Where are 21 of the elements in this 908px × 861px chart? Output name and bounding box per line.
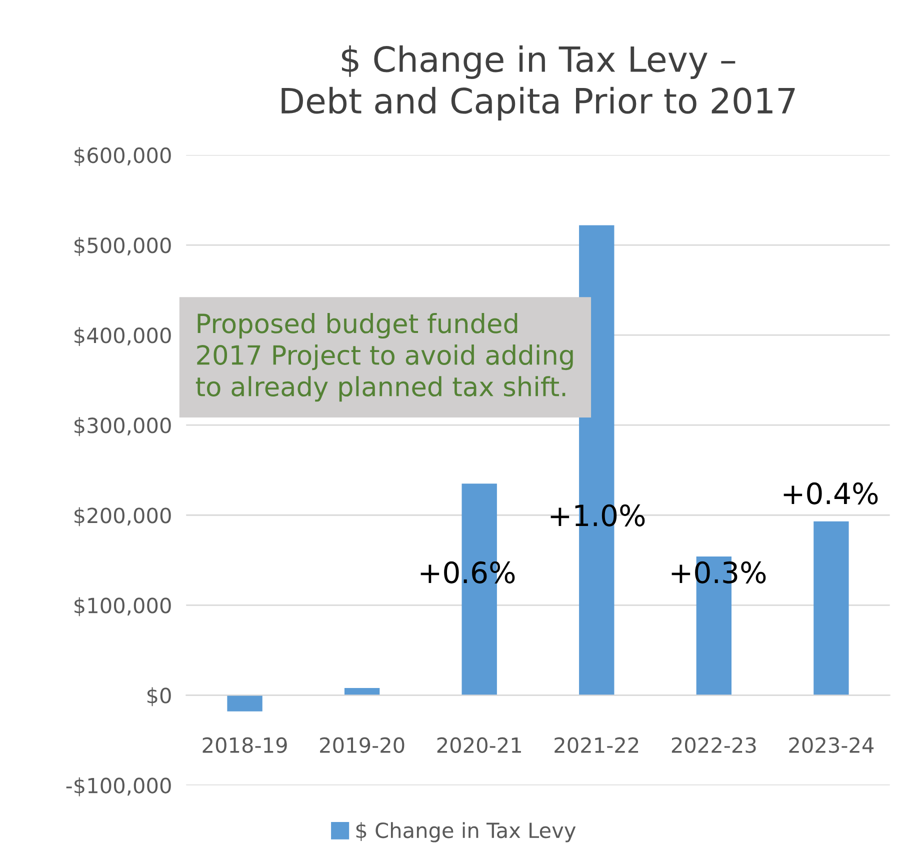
annotation: +0.4% bbox=[784, 482, 878, 504]
y-tick-label: $500,000 bbox=[74, 237, 171, 256]
x-tick-label: 2020-21 bbox=[437, 737, 521, 753]
x-tick-label: 2021-22 bbox=[554, 737, 638, 753]
y-tick-label: $200,000 bbox=[74, 507, 171, 526]
y-tick-label: -$100,000 bbox=[66, 777, 171, 796]
chart-title: $ Change in Tax Levy – Debt and Capita Prior to 2017 bbox=[282, 45, 795, 121]
legend-label: $ Change in Tax Levy bbox=[356, 822, 576, 842]
bar bbox=[344, 688, 380, 696]
annotation: Proposed budget funded 2017 Project to avoid adding to already planned tax shift. bbox=[196, 312, 573, 402]
bar bbox=[814, 521, 849, 696]
x-tick-label: 2019-20 bbox=[320, 737, 404, 753]
y-tick-label: $600,000 bbox=[74, 147, 171, 166]
y-tick-label: $400,000 bbox=[74, 327, 171, 346]
x-tick-label: 2018-19 bbox=[202, 737, 287, 753]
bar bbox=[227, 695, 262, 712]
x-tick-label: 2023-24 bbox=[789, 737, 874, 753]
y-tick-label: $300,000 bbox=[74, 417, 171, 436]
x-tick-label: 2022-23 bbox=[672, 737, 756, 753]
y-tick-label: $100,000 bbox=[74, 597, 171, 616]
y-tick-label: $0 bbox=[147, 687, 171, 706]
